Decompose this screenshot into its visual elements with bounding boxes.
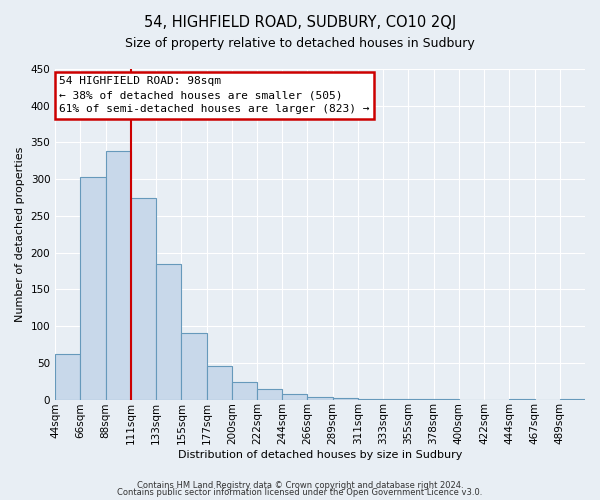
Bar <box>232 382 257 400</box>
Bar <box>383 399 409 400</box>
Y-axis label: Number of detached properties: Number of detached properties <box>15 146 25 322</box>
Bar <box>55 354 80 400</box>
Text: 54, HIGHFIELD ROAD, SUDBURY, CO10 2QJ: 54, HIGHFIELD ROAD, SUDBURY, CO10 2QJ <box>144 15 456 30</box>
X-axis label: Distribution of detached houses by size in Sudbury: Distribution of detached houses by size … <box>178 450 462 460</box>
Bar <box>80 177 106 400</box>
Text: Contains HM Land Registry data © Crown copyright and database right 2024.: Contains HM Land Registry data © Crown c… <box>137 480 463 490</box>
Bar <box>409 399 434 400</box>
Bar <box>332 398 358 400</box>
Bar <box>434 399 459 400</box>
Bar <box>509 399 535 400</box>
Bar <box>560 399 585 400</box>
Text: Contains public sector information licensed under the Open Government Licence v3: Contains public sector information licen… <box>118 488 482 497</box>
Bar <box>206 366 232 400</box>
Text: 54 HIGHFIELD ROAD: 98sqm
← 38% of detached houses are smaller (505)
61% of semi-: 54 HIGHFIELD ROAD: 98sqm ← 38% of detach… <box>59 76 370 114</box>
Bar <box>106 152 131 400</box>
Text: Size of property relative to detached houses in Sudbury: Size of property relative to detached ho… <box>125 38 475 51</box>
Bar <box>257 388 282 400</box>
Bar <box>131 198 156 400</box>
Bar <box>358 399 383 400</box>
Bar <box>307 396 332 400</box>
Bar <box>181 334 206 400</box>
Bar <box>282 394 307 400</box>
Bar <box>156 264 181 400</box>
